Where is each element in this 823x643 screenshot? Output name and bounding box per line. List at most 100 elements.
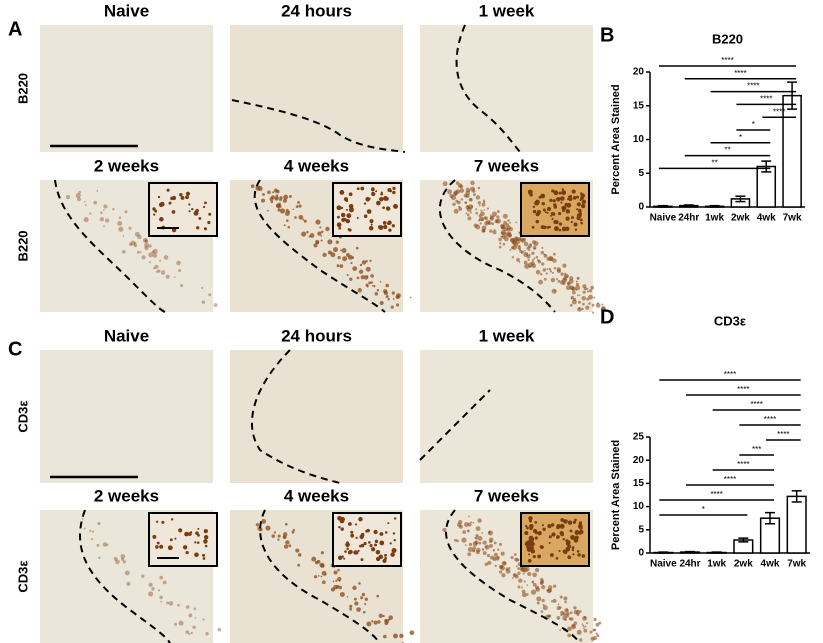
- significance-label: ****: [721, 56, 733, 65]
- stain: [475, 224, 481, 230]
- inset-stain: [560, 201, 563, 204]
- stain: [352, 585, 357, 591]
- stain: [178, 269, 181, 272]
- stain: [477, 518, 482, 523]
- column-title: 1 week: [479, 326, 535, 345]
- stain: [139, 251, 142, 254]
- stain: [442, 527, 447, 533]
- inset-stain: [358, 516, 363, 522]
- stain: [459, 188, 465, 193]
- stain: [566, 275, 569, 278]
- inset-stain: [565, 216, 570, 221]
- stain: [339, 249, 342, 252]
- stain: [589, 630, 593, 634]
- stain: [540, 250, 544, 255]
- inset-stain: [556, 535, 560, 539]
- stain: [595, 303, 601, 308]
- inset-stain: [196, 541, 200, 544]
- stain: [459, 184, 464, 189]
- stain: [277, 208, 281, 212]
- stain: [376, 594, 380, 598]
- y-axis-label: Percent Area Stained: [610, 84, 622, 194]
- inset-stain: [571, 189, 576, 194]
- error-bar: [683, 204, 694, 208]
- stain: [508, 566, 511, 570]
- inset-stain: [567, 555, 572, 560]
- column-title: 2 weeks: [94, 156, 159, 175]
- stain: [548, 267, 551, 270]
- stain: [562, 282, 566, 286]
- stain: [489, 540, 492, 544]
- bar: [786, 495, 807, 554]
- stain: [495, 218, 501, 224]
- stain: [194, 617, 197, 619]
- stain: [213, 303, 218, 308]
- stain: [475, 534, 479, 538]
- inset-stain: [154, 209, 158, 213]
- stain: [472, 546, 477, 550]
- stain: [520, 586, 523, 589]
- stain: [586, 622, 589, 625]
- y-tick-label: 5: [638, 168, 644, 179]
- stain: [97, 522, 101, 526]
- stain: [509, 248, 512, 251]
- stain: [360, 596, 364, 600]
- stain: [330, 252, 336, 258]
- stain: [447, 189, 453, 195]
- y-tick-label: 5: [638, 524, 644, 535]
- inset-stain: [376, 200, 381, 206]
- stain: [297, 553, 302, 557]
- significance-label: ****: [737, 460, 749, 469]
- stain: [491, 211, 497, 217]
- stain: [484, 216, 489, 221]
- stain: [559, 629, 561, 632]
- inset-stain: [159, 201, 165, 207]
- stain: [470, 521, 473, 524]
- stain: [542, 268, 547, 272]
- x-tick-label: 24hr: [678, 213, 699, 224]
- inset-stain: [530, 546, 534, 550]
- stain: [486, 553, 491, 558]
- y-tick-label: 10: [633, 134, 645, 145]
- stain: [91, 530, 94, 533]
- significance-label: ***: [752, 445, 761, 454]
- stain: [192, 625, 196, 629]
- stain: [333, 247, 339, 253]
- stain: [510, 238, 516, 243]
- stain: [193, 607, 197, 611]
- y-tick-label: 0: [638, 548, 644, 559]
- stain: [556, 268, 562, 274]
- stain: [567, 626, 572, 632]
- inset-stain: [555, 196, 561, 202]
- inset-stain: [383, 196, 388, 201]
- stain: [513, 573, 516, 576]
- stain: [453, 208, 459, 214]
- inset-stain: [387, 522, 390, 525]
- inset-stain: [382, 220, 387, 225]
- stain: [592, 311, 595, 314]
- stain: [532, 572, 537, 578]
- inset-stain: [541, 524, 545, 527]
- stain: [478, 541, 482, 545]
- stain: [521, 238, 526, 243]
- inset-stain: [197, 533, 200, 537]
- stain: [315, 219, 321, 225]
- inset-stain: [366, 209, 372, 214]
- stain: [99, 217, 105, 222]
- significance-label: **: [724, 146, 730, 155]
- stain: [292, 528, 296, 532]
- stain: [188, 632, 191, 636]
- inset-stain: [559, 523, 565, 529]
- stain: [272, 191, 275, 194]
- stain: [552, 598, 557, 603]
- significance-label: ****: [734, 69, 746, 78]
- inset-stain: [549, 198, 553, 202]
- stain: [168, 601, 174, 606]
- inset-stain: [343, 557, 346, 560]
- inset-stain: [556, 525, 560, 530]
- inset-stain: [374, 543, 378, 547]
- stain: [502, 242, 506, 246]
- stain: [306, 230, 309, 234]
- inset-stain: [202, 553, 205, 557]
- x-tick-label: 24hr: [679, 559, 700, 570]
